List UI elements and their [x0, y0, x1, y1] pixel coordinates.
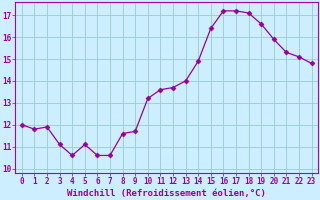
- X-axis label: Windchill (Refroidissement éolien,°C): Windchill (Refroidissement éolien,°C): [67, 189, 266, 198]
